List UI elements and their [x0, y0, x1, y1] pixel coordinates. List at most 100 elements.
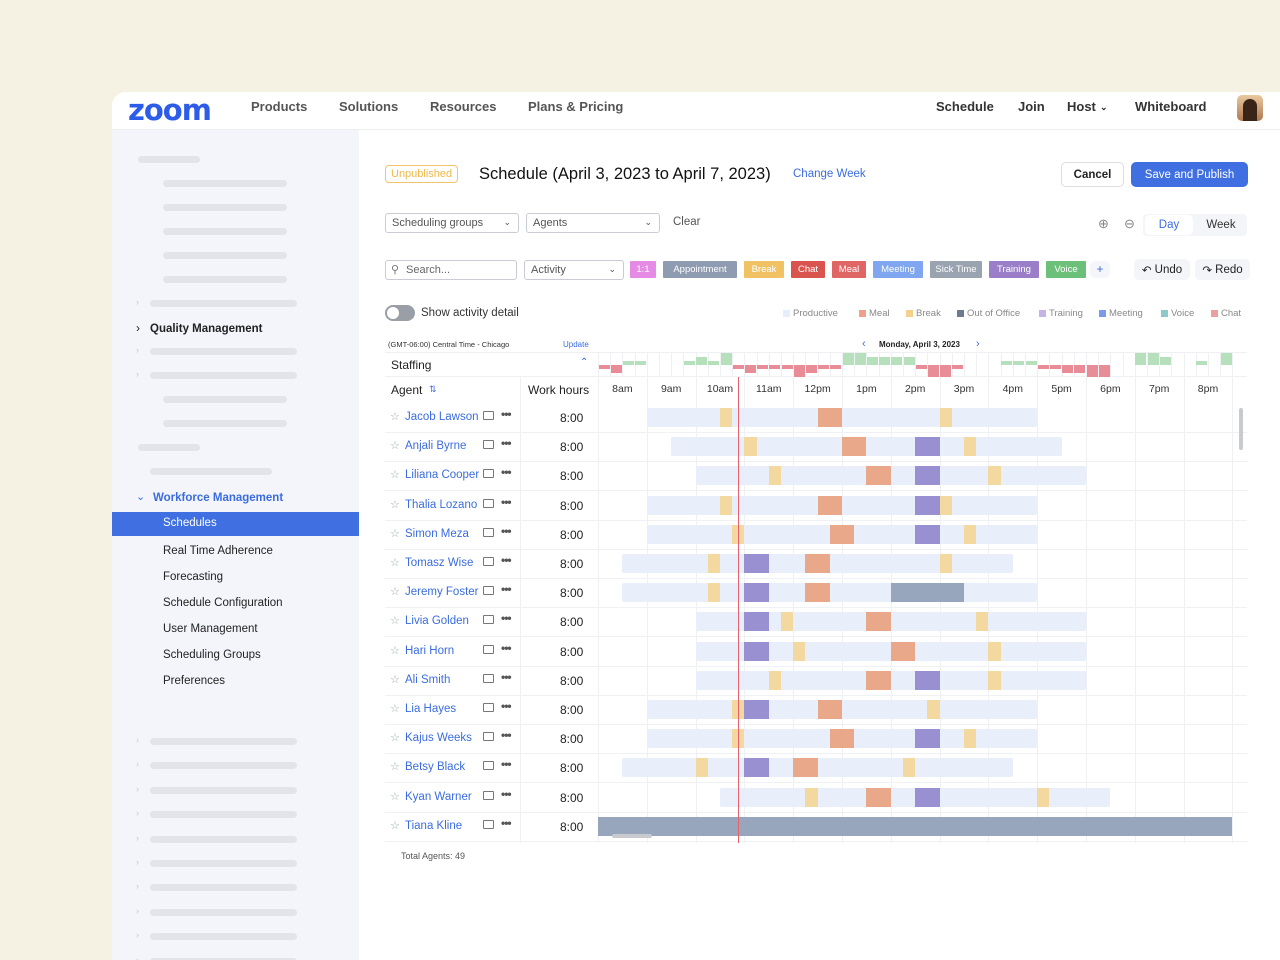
- zoom-logo[interactable]: zoom: [128, 93, 212, 127]
- agent-name-link[interactable]: Jacob Lawson: [405, 411, 479, 423]
- activity-block-break[interactable]: [720, 408, 733, 427]
- comment-icon[interactable]: [483, 673, 494, 683]
- comment-icon[interactable]: [483, 498, 494, 508]
- zoom-out-icon[interactable]: ⊖: [1124, 216, 1135, 231]
- nav-plans-pricing[interactable]: Plans & Pricing: [528, 99, 624, 114]
- comment-icon[interactable]: [483, 527, 494, 537]
- more-options-icon[interactable]: •••: [501, 669, 512, 684]
- next-day-icon[interactable]: ›: [976, 338, 980, 350]
- favorite-star-icon[interactable]: ☆: [390, 732, 400, 745]
- comment-icon[interactable]: [483, 703, 494, 712]
- activity-chip-voice[interactable]: Voice: [1046, 261, 1086, 278]
- activity-block-break[interactable]: [964, 729, 977, 749]
- comment-icon[interactable]: [483, 469, 494, 479]
- activity-chip-1-1[interactable]: 1:1: [630, 261, 656, 278]
- activity-block-break[interactable]: [964, 524, 977, 544]
- activity-block-break[interactable]: [988, 466, 1001, 486]
- comment-icon[interactable]: [483, 732, 494, 742]
- sidebar-item-schedules[interactable]: Schedules: [112, 512, 359, 536]
- agent-column-header[interactable]: Agent: [391, 383, 423, 397]
- activity-block-break[interactable]: [805, 787, 818, 807]
- shift-bar[interactable]: [646, 408, 1038, 427]
- activity-block-meeting[interactable]: [915, 466, 940, 486]
- sidebar-item-schedule-configuration[interactable]: Schedule Configuration: [163, 597, 283, 609]
- more-options-icon[interactable]: •••: [501, 523, 512, 538]
- redo-button[interactable]: ↷ Redo: [1195, 259, 1250, 280]
- activity-block-break[interactable]: [976, 612, 989, 632]
- clear-button[interactable]: Clear: [673, 216, 701, 228]
- nav-host[interactable]: Host: [1067, 99, 1096, 114]
- favorite-star-icon[interactable]: ☆: [390, 498, 400, 511]
- nav-resources[interactable]: Resources: [430, 99, 497, 114]
- favorite-star-icon[interactable]: ☆: [390, 703, 400, 715]
- shift-bar[interactable]: [695, 466, 1086, 486]
- comment-icon[interactable]: [483, 557, 494, 566]
- activity-chip-appointment[interactable]: Appointment: [663, 261, 737, 278]
- favorite-star-icon[interactable]: ☆: [390, 644, 400, 657]
- activity-chip-meal[interactable]: Meal: [832, 261, 866, 278]
- activity-select[interactable]: Activity ⌄: [524, 260, 624, 280]
- activity-block-break[interactable]: [988, 670, 1001, 690]
- more-options-icon[interactable]: •••: [501, 582, 512, 597]
- agent-name-link[interactable]: Tiana Kline: [405, 819, 463, 832]
- activity-block-meal[interactable]: [866, 787, 891, 807]
- agent-name-link[interactable]: Kajus Weeks: [405, 732, 472, 745]
- favorite-star-icon[interactable]: ☆: [390, 469, 400, 482]
- more-options-icon[interactable]: •••: [501, 786, 512, 801]
- favorite-star-icon[interactable]: ☆: [390, 790, 400, 803]
- activity-block-meeting[interactable]: [744, 641, 769, 661]
- zoom-in-icon[interactable]: ⊕: [1098, 216, 1109, 231]
- comment-icon[interactable]: [483, 615, 494, 625]
- vertical-scrollbar[interactable]: [1239, 408, 1243, 450]
- activity-chip-meeting[interactable]: Meeting: [873, 261, 923, 278]
- more-options-icon[interactable]: •••: [501, 815, 512, 830]
- undo-button[interactable]: ↶ Undo: [1134, 259, 1190, 280]
- activity-block-meal[interactable]: [866, 612, 891, 632]
- activity-block-meal[interactable]: [805, 583, 830, 603]
- sidebar-item-preferences[interactable]: Preferences: [163, 675, 226, 687]
- activity-block-break[interactable]: [744, 437, 757, 457]
- activity-block-break[interactable]: [939, 495, 952, 515]
- activity-block-break[interactable]: [1037, 787, 1050, 807]
- sidebar-item-scheduling-groups[interactable]: Scheduling Groups: [163, 649, 261, 661]
- more-options-icon[interactable]: •••: [501, 757, 512, 772]
- activity-block-meeting[interactable]: [915, 437, 940, 457]
- avatar[interactable]: [1237, 95, 1263, 121]
- comment-icon[interactable]: [483, 586, 494, 596]
- nav-join[interactable]: Join: [1018, 99, 1045, 114]
- search-input[interactable]: ⚲ Search...: [385, 260, 517, 280]
- change-week-link[interactable]: Change Week: [793, 168, 866, 180]
- scheduling-groups-select[interactable]: Scheduling groups ⌄: [385, 213, 519, 233]
- agents-select[interactable]: Agents ⌄: [526, 213, 660, 233]
- activity-block-break[interactable]: [903, 758, 916, 778]
- agent-name-link[interactable]: Liliana Cooper: [405, 469, 480, 482]
- update-timezone-link[interactable]: Update: [563, 340, 589, 349]
- sidebar-item-forecasting[interactable]: Forecasting: [163, 571, 224, 583]
- more-options-icon[interactable]: •••: [501, 494, 512, 509]
- agent-name-link[interactable]: Thalia Lozano: [405, 498, 478, 511]
- comment-icon[interactable]: [483, 644, 494, 654]
- more-options-icon[interactable]: •••: [501, 553, 512, 567]
- agent-name-link[interactable]: Hari Horn: [405, 644, 455, 657]
- agent-name-link[interactable]: Tomasz Wise: [405, 557, 474, 569]
- shift-bar[interactable]: [695, 612, 1086, 632]
- nav-solutions[interactable]: Solutions: [339, 99, 399, 114]
- more-options-icon[interactable]: •••: [501, 407, 512, 421]
- activity-block-meeting[interactable]: [915, 670, 940, 690]
- activity-block-break[interactable]: [927, 700, 940, 719]
- shift-bar[interactable]: [622, 758, 1013, 778]
- add-activity-button[interactable]: +: [1090, 261, 1110, 278]
- sidebar-item-user-management[interactable]: User Management: [163, 623, 258, 635]
- day-view-button[interactable]: Day: [1145, 215, 1193, 235]
- activity-block-meal[interactable]: [793, 758, 818, 778]
- more-options-icon[interactable]: •••: [501, 611, 512, 626]
- activity-block-break[interactable]: [768, 670, 781, 690]
- activity-block-break[interactable]: [939, 408, 952, 427]
- activity-block-meal[interactable]: [817, 700, 842, 719]
- activity-block-ooo[interactable]: [598, 816, 1233, 836]
- activity-block-meeting[interactable]: [915, 495, 940, 515]
- activity-block-break[interactable]: [707, 554, 720, 573]
- favorite-star-icon[interactable]: ☆: [390, 411, 400, 423]
- more-options-icon[interactable]: •••: [501, 728, 512, 743]
- favorite-star-icon[interactable]: ☆: [390, 819, 400, 832]
